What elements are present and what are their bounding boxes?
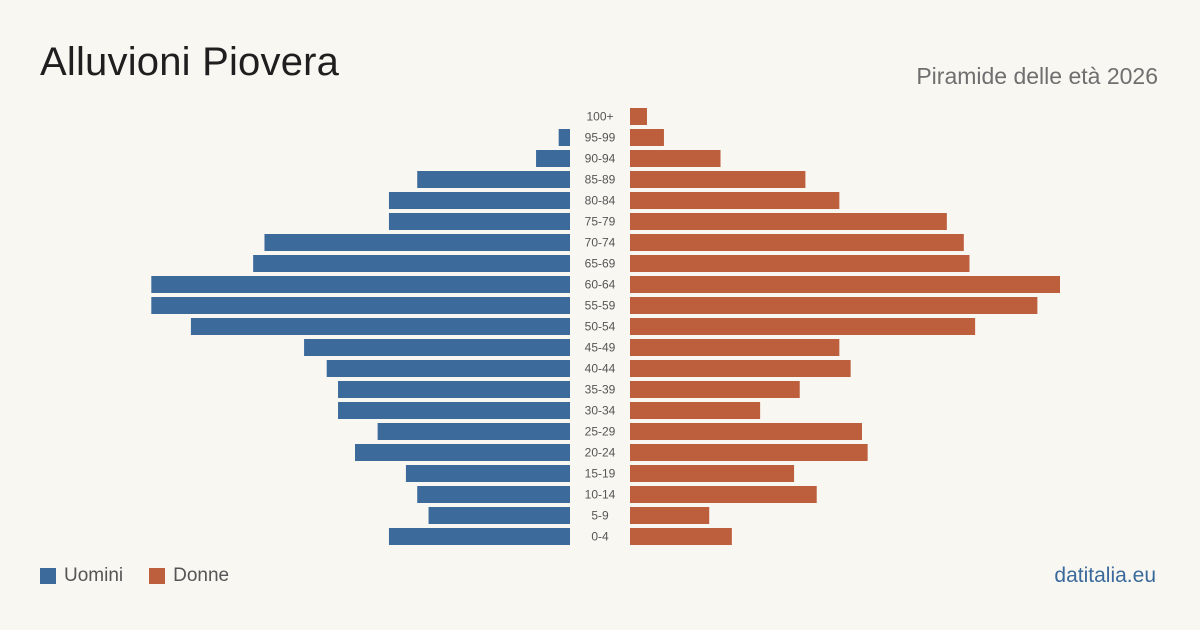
age-labels-group: 100+ 95-99 90-94 85-89 80-84 75-79 70-74 65-69 6… <box>585 110 616 544</box>
legend-label-men: Uomini <box>64 565 124 586</box>
bar-men-35-39 <box>338 381 570 398</box>
bar-women-0-4 <box>630 528 732 545</box>
bar-women-90-94 <box>630 150 721 167</box>
page-title: Alluvioni Piovera <box>40 40 340 84</box>
bar-men-40-44 <box>326 360 570 377</box>
legend-swatch-men <box>40 568 56 584</box>
age-label-45-49: 45-49 <box>585 341 616 355</box>
bar-men-45-49 <box>304 339 570 356</box>
bar-women-40-44 <box>630 360 851 377</box>
bar-men-55-59 <box>151 297 570 314</box>
bar-men-95-99 <box>558 129 570 146</box>
age-label-90-94: 90-94 <box>585 152 616 166</box>
women-bars-group <box>630 108 1060 545</box>
age-label-25-29: 25-29 <box>585 425 616 439</box>
age-label-60-64: 60-64 <box>585 278 616 292</box>
age-label-80-84: 80-84 <box>585 194 616 208</box>
age-label-85-89: 85-89 <box>585 173 616 187</box>
age-label-0-4: 0-4 <box>591 530 609 544</box>
bar-women-30-34 <box>630 402 761 419</box>
bar-men-90-94 <box>536 150 570 167</box>
age-label-75-79: 75-79 <box>585 215 616 229</box>
bar-women-65-69 <box>630 255 970 272</box>
bar-women-75-79 <box>630 213 947 230</box>
bar-women-20-24 <box>630 444 868 461</box>
bar-men-15-19 <box>405 465 570 482</box>
age-label-40-44: 40-44 <box>585 362 616 376</box>
age-label-15-19: 15-19 <box>585 467 616 481</box>
age-label-30-34: 30-34 <box>585 404 616 418</box>
men-bars-group <box>151 129 570 545</box>
age-label-55-59: 55-59 <box>585 299 616 313</box>
bar-women-10-14 <box>630 486 817 503</box>
bar-men-20-24 <box>355 444 570 461</box>
legend-item-women: Donne <box>149 565 229 587</box>
bar-women-80-84 <box>630 192 840 209</box>
bar-men-60-64 <box>151 276 570 293</box>
bar-women-55-59 <box>630 297 1038 314</box>
legend-item-men: Uomini <box>40 565 123 587</box>
bar-women-50-54 <box>630 318 976 335</box>
age-label-50-54: 50-54 <box>585 320 616 334</box>
bar-women-60-64 <box>630 276 1060 293</box>
legend-swatch-women <box>149 568 166 584</box>
bar-men-80-84 <box>388 192 570 209</box>
bar-men-5-9 <box>428 507 570 524</box>
bar-women-25-29 <box>630 423 862 440</box>
bar-women-45-49 <box>630 339 840 356</box>
age-label-65-69: 65-69 <box>585 257 616 271</box>
brand-link[interactable]: datitalia.eu <box>1054 564 1156 587</box>
age-label-20-24: 20-24 <box>585 446 616 460</box>
age-label-70-74: 70-74 <box>585 236 616 250</box>
bar-women-15-19 <box>630 465 795 482</box>
bar-women-35-39 <box>630 381 800 398</box>
bar-women-5-9 <box>630 507 710 524</box>
bar-men-70-74 <box>264 234 570 251</box>
bar-men-75-79 <box>388 213 570 230</box>
legend: Uomini Donne <box>40 565 255 587</box>
bar-men-0-4 <box>388 528 570 545</box>
age-label-5-9: 5-9 <box>591 509 609 523</box>
bar-women-95-99 <box>630 129 664 146</box>
bar-men-50-54 <box>190 318 570 335</box>
bar-men-85-89 <box>417 171 570 188</box>
bar-men-30-34 <box>338 402 570 419</box>
bar-women-100+ <box>630 108 647 125</box>
age-label-10-14: 10-14 <box>585 488 616 502</box>
legend-label-women: Donne <box>173 565 230 586</box>
age-label-35-39: 35-39 <box>585 383 616 397</box>
bar-women-85-89 <box>630 171 806 188</box>
chart-subtitle: Piramide delle età 2026 <box>916 63 1158 89</box>
bar-men-65-69 <box>253 255 570 272</box>
age-label-95-99: 95-99 <box>585 131 616 145</box>
bar-men-25-29 <box>377 423 570 440</box>
age-label-100+: 100+ <box>586 110 613 124</box>
bar-women-70-74 <box>630 234 964 251</box>
bar-men-10-14 <box>417 486 570 503</box>
